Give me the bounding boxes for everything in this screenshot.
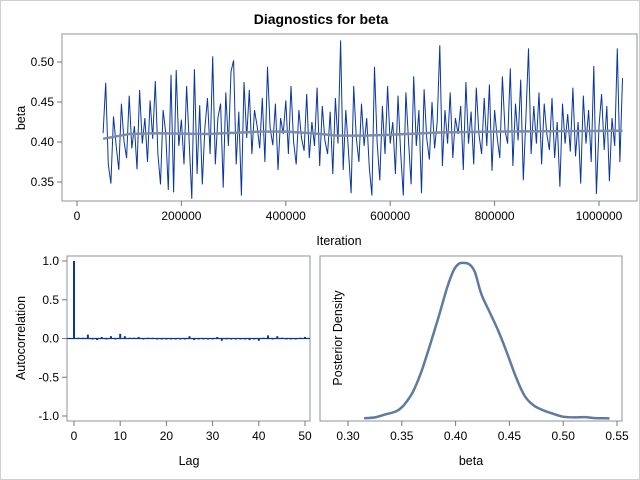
density-x-tick-label: 0.30 xyxy=(336,429,360,443)
acf-bar xyxy=(294,338,297,340)
acf-bar xyxy=(73,261,75,339)
acf-bar xyxy=(239,338,242,340)
acf-bar xyxy=(170,338,173,340)
acf-x-label: Lag xyxy=(179,454,200,468)
acf-bar xyxy=(137,336,140,339)
acf-bar xyxy=(280,337,283,339)
acf-bar xyxy=(234,338,237,340)
acf-bar xyxy=(193,338,196,341)
trace-y-tick-label: 0.45 xyxy=(31,95,55,109)
trace-y-tick-label: 0.50 xyxy=(31,55,55,69)
trace-x-tick-label: 1000000 xyxy=(576,209,623,223)
trace-x-tick-label: 800000 xyxy=(475,209,515,223)
acf-bar xyxy=(133,337,136,339)
chart-title: Diagnostics for beta xyxy=(254,11,389,27)
acf-bar xyxy=(267,335,270,339)
acf-x-tick-label: 30 xyxy=(206,429,220,443)
acf-bar xyxy=(123,336,126,339)
acf-bar xyxy=(290,338,293,340)
acf-bar xyxy=(151,337,154,339)
acf-bar xyxy=(156,338,159,340)
acf-bar xyxy=(91,338,94,340)
acf-bar xyxy=(285,338,288,340)
acf-bar xyxy=(211,338,214,340)
density-frame xyxy=(319,255,623,422)
acf-y-tick-label: 1.0 xyxy=(42,254,59,268)
acf-y-tick-label: 0.0 xyxy=(42,332,59,346)
acf-y-tick-label: -1.0 xyxy=(38,409,59,423)
trace-y-tick-label: 0.40 xyxy=(31,135,55,149)
density-panel: beta Posterior Density 0.30 0.35 0.40 0.45 0… xyxy=(319,255,629,468)
acf-bar xyxy=(230,338,233,340)
acf-bar xyxy=(77,337,80,339)
acf-x-tick-label: 20 xyxy=(160,429,174,443)
acf-bar xyxy=(206,338,209,340)
trace-x-tick-label: 400000 xyxy=(266,209,306,223)
acf-bar xyxy=(243,338,246,340)
acf-bar xyxy=(165,338,168,340)
autocorrelation-panel: Lag Autocorrelation 0 10 20 30 40 50 -1.0 -0.5 0… xyxy=(14,254,312,468)
acf-x-tick-label: 40 xyxy=(252,429,266,443)
trace-x-tick-label: 0 xyxy=(74,209,81,223)
acf-x-tick-label: 0 xyxy=(71,429,78,443)
density-x-tick-label: 0.40 xyxy=(444,429,468,443)
acf-bar xyxy=(146,337,149,339)
acf-bar xyxy=(128,337,131,339)
acf-bar xyxy=(188,336,191,339)
acf-y-tick-label: -0.5 xyxy=(38,370,59,384)
acf-bar xyxy=(105,338,108,340)
acf-bar xyxy=(225,338,228,340)
trace-frame xyxy=(61,33,638,202)
acf-bar xyxy=(109,336,112,339)
trace-x-tick-label: 600000 xyxy=(370,209,410,223)
acf-bar xyxy=(197,338,200,340)
acf-bar xyxy=(174,338,177,340)
acf-bar xyxy=(96,338,99,341)
density-curve xyxy=(364,261,610,420)
density-y-label: Posterior Density xyxy=(331,290,345,386)
trace-x-label: Iteration xyxy=(316,234,361,248)
acf-y-label: Autocorrelation xyxy=(14,296,28,380)
acf-bar xyxy=(179,338,182,340)
acf-bar xyxy=(253,338,256,340)
density-x-tick-label: 0.55 xyxy=(605,429,629,443)
acf-x-tick-label: 50 xyxy=(298,429,312,443)
acf-bar xyxy=(142,338,145,340)
acf-bar xyxy=(299,337,302,339)
trace-x-tick-label: 200000 xyxy=(161,209,201,223)
acf-bar xyxy=(257,338,260,341)
trace-series-line xyxy=(102,40,623,199)
acf-bar xyxy=(86,334,89,339)
acf-bar xyxy=(216,336,219,339)
acf-bar xyxy=(248,338,251,341)
density-x-label: beta xyxy=(459,454,483,468)
density-x-tick-label: 0.35 xyxy=(390,429,414,443)
acf-x-tick-label: 10 xyxy=(114,429,128,443)
acf-bar xyxy=(183,338,186,340)
density-x-tick-label: 0.45 xyxy=(498,429,522,443)
acf-bar xyxy=(262,337,265,339)
acf-bar xyxy=(100,336,103,339)
trace-panel: Iteration beta 0 200000 400000 600000 800000… xyxy=(14,33,638,248)
acf-bar xyxy=(160,338,163,340)
acf-bar xyxy=(220,338,223,341)
acf-y-tick-label: 0.5 xyxy=(42,293,59,307)
acf-bar xyxy=(271,338,274,340)
acf-bar xyxy=(304,336,306,339)
density-x-tick-label: 0.50 xyxy=(552,429,576,443)
trace-y-label: beta xyxy=(14,106,28,130)
acf-bar xyxy=(202,338,205,340)
acf-bar xyxy=(276,336,279,339)
acf-bar xyxy=(114,338,117,340)
trace-y-tick-label: 0.35 xyxy=(31,175,55,189)
acf-bar xyxy=(119,333,122,339)
trace-smooth-line xyxy=(102,129,623,141)
acf-bar xyxy=(82,337,85,339)
